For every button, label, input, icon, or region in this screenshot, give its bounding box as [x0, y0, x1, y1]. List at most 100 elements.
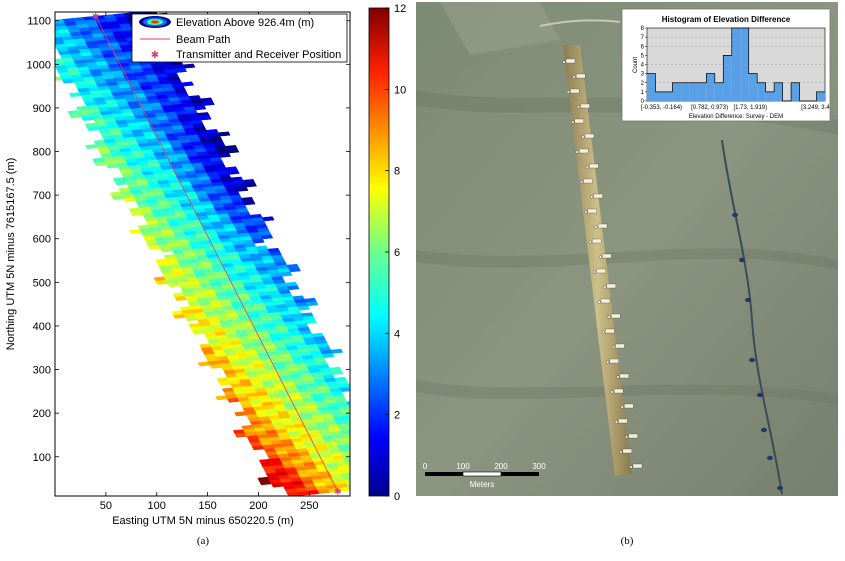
survey-point-tag	[600, 298, 611, 304]
histogram-bar	[774, 82, 783, 101]
survey-point-tag	[619, 373, 630, 379]
swath-cell	[345, 461, 350, 467]
survey-point-tag	[584, 133, 595, 139]
swath-cell	[260, 234, 274, 240]
colorbar: 0 2 4 6 8 10 12	[368, 3, 406, 503]
histogram-bar	[689, 82, 698, 101]
histogram-bars	[647, 27, 825, 102]
swath-cell	[343, 415, 350, 421]
y-tick-label-a: 700	[33, 190, 51, 202]
swath-cell	[340, 451, 350, 456]
swath-cell	[81, 116, 94, 121]
swath-cell	[349, 447, 350, 450]
swath-cell	[347, 465, 350, 470]
colorbar-ticks: 0 2 4 6 8 10 12	[385, 3, 406, 503]
transceiver-marker: ✱	[92, 12, 100, 22]
swath-cell	[38, 31, 50, 35]
swath-cell	[338, 426, 350, 432]
survey-point-tag	[565, 58, 576, 64]
histogram-x-tick-label: [0.782, 0.973)	[691, 105, 728, 111]
road	[539, 19, 621, 27]
swath-cell	[251, 445, 265, 451]
survey-point	[606, 360, 610, 364]
swath-cell	[346, 483, 350, 488]
swath-cell	[105, 163, 119, 169]
survey-point-tag	[570, 88, 580, 94]
survey-point-tag	[593, 193, 603, 199]
transceiver-marker: ✱	[334, 488, 342, 498]
swath-cell	[341, 433, 350, 439]
histogram-x-axis: [-0.353, -0.164) [0.782, 0.973) [1.73, 1.9…	[641, 105, 830, 111]
swath-cell	[337, 383, 350, 389]
survey-point-tag	[580, 103, 590, 109]
histogram-x-label: Elevation Difference: Survey - DEM	[689, 114, 783, 120]
swath-cell	[69, 113, 83, 119]
histogram-bar	[765, 91, 775, 101]
swath-cell	[85, 144, 98, 150]
swath-cell	[339, 387, 350, 392]
y-tick-label-a: 800	[33, 147, 51, 159]
elevation-swath	[38, 12, 404, 496]
y-tick-label-a: 500	[33, 277, 51, 289]
swath-cell	[355, 479, 367, 483]
pond	[761, 427, 767, 433]
histogram-y-axis: 0 1 2 3 4 5 6 7 8	[641, 26, 647, 105]
y-axis-a: 100 200 300 400 500 600 700 800 900 1000 1100	[27, 16, 350, 464]
x-tick-label-a: 100	[148, 500, 166, 512]
legend-swatch-marker: ✱	[151, 50, 159, 61]
swath-cell	[227, 397, 240, 403]
swath-cell	[68, 92, 82, 98]
survey-point	[619, 450, 623, 454]
survey-point	[598, 255, 602, 259]
survey-point-tag	[606, 283, 616, 289]
swath-cell	[184, 316, 198, 322]
swath-cell	[114, 180, 128, 186]
swath-cell	[226, 148, 240, 154]
survey-point	[616, 375, 620, 379]
survey-point	[572, 75, 576, 79]
histogram-bar	[655, 91, 664, 101]
swath-cell	[353, 475, 365, 479]
survey-point-tag	[602, 253, 612, 259]
y-tick-label-a: 900	[33, 103, 51, 115]
swath-cell	[304, 319, 318, 325]
caption-b: (b)	[621, 535, 634, 547]
swath-cell	[392, 468, 404, 472]
colorbar-tick-label: 8	[394, 166, 400, 178]
swath-cell	[173, 313, 186, 319]
survey-point-tag	[609, 358, 619, 364]
legend-label-marker: Transmitter and Receiver Position	[176, 49, 341, 61]
y-tick-label-a: 1100	[27, 16, 51, 28]
survey-point-tag	[574, 118, 584, 124]
pond	[732, 212, 738, 218]
swath-cell	[55, 44, 56, 46]
survey-point	[581, 135, 585, 139]
swath-cell	[351, 429, 363, 433]
swath-cell	[356, 418, 368, 422]
survey-point-tag	[618, 418, 628, 424]
survey-point-tag	[624, 403, 634, 409]
survey-point	[594, 225, 598, 229]
histogram-x-tick-label: [-0.353, -0.164)	[641, 105, 682, 111]
histogram-y-tick-label: 8	[641, 26, 645, 32]
swath-cell	[242, 200, 256, 206]
histogram-y-tick-label: 7	[641, 35, 645, 41]
swath-cell	[344, 479, 350, 485]
pond	[767, 455, 773, 461]
swath-cell	[271, 482, 284, 488]
swath-cell	[321, 353, 335, 359]
swath-cell	[279, 271, 293, 277]
x-tick-label-a: 50	[100, 500, 112, 512]
survey-point-tag	[610, 313, 621, 319]
colorbar-tick-label: 0	[394, 491, 400, 503]
colorbar-tick-label: 12	[394, 3, 406, 15]
swath-cell	[259, 480, 272, 486]
survey-point	[571, 120, 575, 124]
swath-cell	[215, 395, 228, 401]
histogram-bar	[723, 55, 732, 101]
swath-cell	[61, 78, 75, 84]
histogram-y-tick-label: 3	[641, 72, 645, 78]
swath-cell	[345, 440, 350, 445]
survey-point	[629, 465, 633, 469]
survey-point	[566, 90, 570, 94]
